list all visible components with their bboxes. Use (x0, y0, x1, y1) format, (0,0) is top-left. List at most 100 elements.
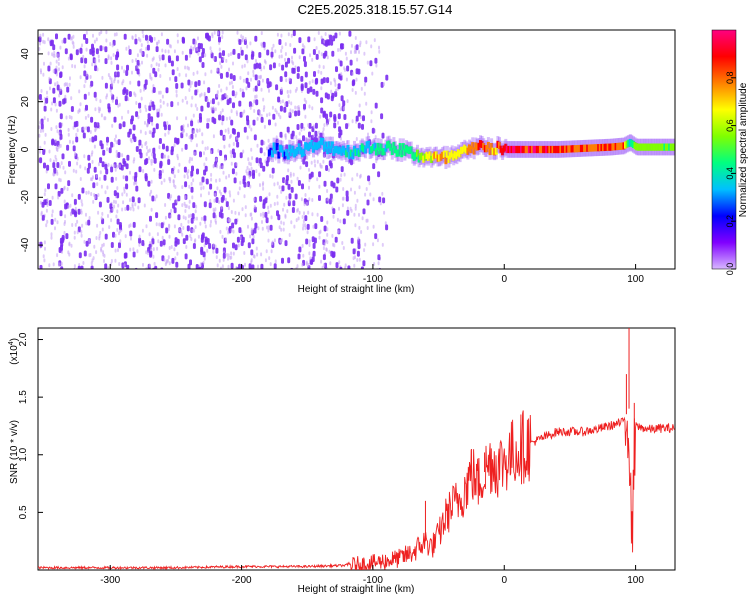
noise-cell (203, 256, 206, 261)
noise-cell (212, 56, 215, 61)
noise-cell (287, 183, 291, 190)
noise-cell (56, 84, 60, 91)
noise-cell (376, 238, 379, 243)
noise-cell (332, 208, 336, 215)
noise-cell (249, 162, 252, 167)
noise-cell (236, 141, 240, 148)
noise-cell (311, 212, 314, 217)
noise-cell (279, 115, 282, 120)
noise-cell (83, 250, 87, 257)
noise-cell (199, 151, 202, 158)
noise-cell (278, 39, 282, 45)
noise-cell (228, 143, 231, 148)
noise-cell (141, 30, 144, 34)
noise-cell (205, 178, 209, 185)
noise-cell (122, 158, 126, 165)
noise-cell (174, 256, 177, 261)
noise-cell (139, 49, 142, 53)
noise-cell (155, 194, 158, 199)
noise-cell (159, 240, 163, 247)
noise-cell (158, 54, 161, 59)
noise-cell (326, 93, 330, 100)
noise-cell (177, 214, 181, 221)
noise-cell (138, 102, 142, 109)
noise-cell (287, 57, 291, 64)
noise-cell (60, 261, 63, 266)
noise-cell (243, 63, 246, 68)
noise-cell (254, 35, 258, 42)
noise-cell (355, 44, 359, 51)
noise-cell (337, 48, 340, 52)
noise-cell (53, 167, 57, 174)
noise-cell (92, 256, 95, 261)
noise-cell (155, 212, 159, 219)
noise-cell (85, 72, 88, 77)
noise-cell (159, 104, 162, 109)
noise-cell (297, 110, 301, 116)
noise-cell (320, 70, 323, 75)
noise-cell (61, 153, 65, 160)
noise-cell (97, 54, 100, 59)
noise-cell (44, 246, 46, 251)
noise-cell (308, 104, 311, 109)
noise-cell (378, 49, 381, 54)
noise-cell (287, 32, 290, 37)
noise-cell (161, 48, 164, 53)
noise-cell (136, 53, 139, 58)
noise-cell (167, 255, 170, 260)
noise-cell (67, 33, 71, 40)
noise-cell (243, 126, 247, 133)
noise-cell (119, 164, 121, 169)
noise-cell (116, 51, 119, 58)
noise-cell (230, 109, 233, 114)
noise-cell (280, 189, 283, 194)
noise-cell (144, 173, 148, 180)
noise-cell (198, 128, 201, 133)
noise-cell (296, 66, 300, 73)
noise-cell (198, 113, 202, 119)
noise-cell (259, 74, 262, 79)
noise-cell (296, 138, 299, 143)
noise-cell (42, 254, 45, 259)
noise-cell (262, 108, 265, 112)
noise-cell (149, 130, 152, 135)
noise-cell (112, 231, 115, 238)
noise-cell (288, 193, 292, 200)
noise-cell (213, 118, 217, 125)
noise-cell (173, 247, 176, 252)
noise-cell (170, 208, 173, 213)
noise-cell (98, 234, 101, 238)
noise-cell (240, 49, 244, 56)
noise-cell (57, 144, 60, 149)
noise-cell (168, 246, 171, 250)
noise-cell (63, 37, 67, 44)
noise-cell (310, 160, 313, 165)
noise-cell (128, 128, 132, 135)
noise-cell (331, 50, 335, 57)
noise-cell (356, 250, 360, 257)
noise-cell (82, 261, 85, 265)
noise-cell (337, 83, 341, 90)
noise-cell (279, 105, 283, 112)
noise-cell (162, 143, 165, 150)
noise-cell (313, 71, 316, 77)
noise-cell (83, 154, 86, 159)
noise-cell (46, 198, 49, 203)
noise-cell (165, 87, 169, 94)
noise-cell (323, 225, 327, 232)
noise-cell (75, 49, 79, 56)
noise-cell (94, 128, 97, 133)
noise-cell (209, 46, 212, 51)
noise-cell (59, 71, 63, 78)
noise-cell (232, 242, 235, 249)
noise-cell (372, 163, 376, 170)
noise-cell (197, 80, 201, 86)
noise-cell (187, 214, 190, 219)
noise-cell (360, 86, 363, 91)
noise-cell (364, 192, 367, 197)
noise-cell (318, 235, 321, 240)
noise-cell (283, 106, 287, 113)
noise-cell (145, 46, 148, 51)
noise-cell (181, 147, 184, 152)
